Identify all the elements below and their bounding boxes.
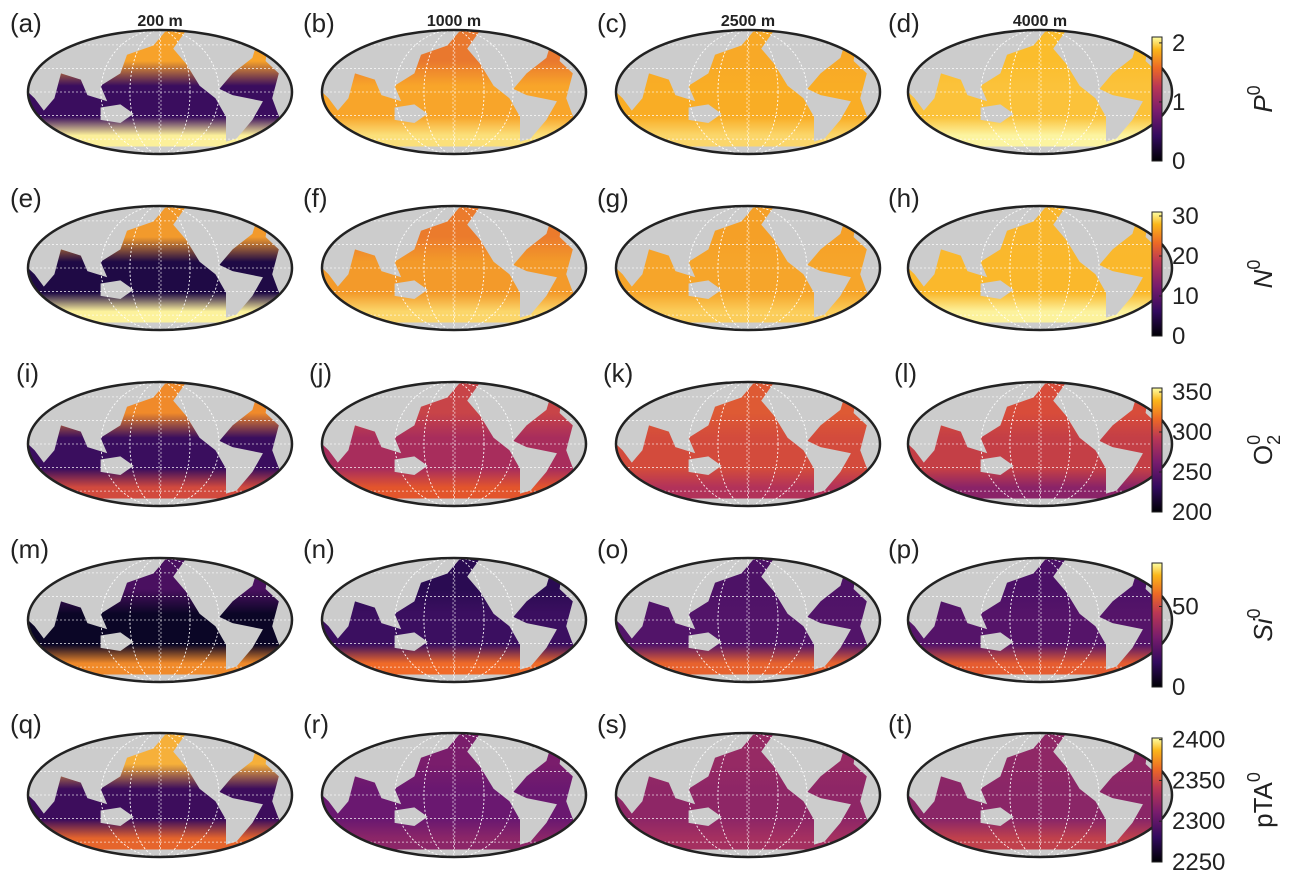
column-title: 2500 m <box>721 13 775 30</box>
colorbar <box>1152 37 1162 161</box>
panel-label: (j) <box>309 358 332 388</box>
tick-label: 50 <box>1172 593 1199 620</box>
panel-label: (f) <box>303 183 328 213</box>
panel-label: (p) <box>888 534 920 564</box>
label-sup: 0 <box>1244 608 1264 618</box>
label-sup: 0 <box>1244 260 1264 270</box>
colorbar-label: O20 <box>1244 435 1284 465</box>
tick-label: 0 <box>1172 323 1185 350</box>
panel-label: (k) <box>603 358 633 388</box>
panel-label: (e) <box>10 183 42 213</box>
tick-label: 250 <box>1172 459 1212 486</box>
panel-label: (m) <box>10 534 49 564</box>
colorbar-label: P0 <box>1244 85 1278 112</box>
column-title: 4000 m <box>1013 13 1067 30</box>
tick-label: 2350 <box>1172 767 1225 794</box>
tick-label: 1 <box>1172 89 1185 116</box>
panel-label: (h) <box>888 183 920 213</box>
label-sub: 2 <box>1264 435 1284 445</box>
tick-label: 0 <box>1172 148 1185 175</box>
colorbar-label: pTA0 <box>1244 772 1278 828</box>
colorbar-label: Si0 <box>1244 608 1278 641</box>
tick-label: 20 <box>1172 243 1199 270</box>
panel-label: (c) <box>597 8 627 38</box>
colorbar <box>1152 563 1162 687</box>
panel-label: (i) <box>16 358 39 388</box>
panel-label: (s) <box>597 709 627 739</box>
tick-label: 2250 <box>1172 849 1225 876</box>
figure: 200 m 1000 m 2500 m 4000 m (a) (b) (c) (d) (e) (f… <box>0 0 1301 877</box>
tick-label: 2300 <box>1172 808 1225 835</box>
label-base: P <box>1248 95 1278 113</box>
label-base: O <box>1248 445 1278 465</box>
panel-label: (d) <box>888 8 920 38</box>
colorbar <box>1152 212 1162 336</box>
tick-label: 2400 <box>1172 727 1225 754</box>
label-sup: 0 <box>1244 85 1264 95</box>
panel-label: (o) <box>597 534 629 564</box>
tick-label: 300 <box>1172 419 1212 446</box>
label-base: Si <box>1248 617 1278 641</box>
colorbar <box>1152 388 1162 512</box>
panel-label: (q) <box>10 709 42 739</box>
panel-label: (t) <box>888 709 913 739</box>
tick-label: 2 <box>1172 30 1185 57</box>
tick-label: 350 <box>1172 379 1212 406</box>
tick-label: 10 <box>1172 283 1199 310</box>
panel-label: (a) <box>10 8 42 38</box>
panel-label: (g) <box>597 183 629 213</box>
tick-label: 200 <box>1172 499 1212 526</box>
label-sup: 0 <box>1244 435 1264 445</box>
panel-label: (b) <box>303 8 335 38</box>
label-sup: 0 <box>1244 772 1264 782</box>
panel-label: (l) <box>894 358 917 388</box>
colorbar <box>1152 738 1162 862</box>
column-title: 200 m <box>137 13 182 30</box>
panel-label: (r) <box>303 709 329 739</box>
tick-label: 0 <box>1172 674 1185 701</box>
colorbar-label: N0 <box>1244 260 1278 289</box>
tick-label: 30 <box>1172 203 1199 230</box>
label-base: N <box>1248 269 1278 288</box>
column-title: 1000 m <box>427 13 481 30</box>
panel-label: (n) <box>303 534 335 564</box>
label-base: pTA <box>1248 781 1278 827</box>
